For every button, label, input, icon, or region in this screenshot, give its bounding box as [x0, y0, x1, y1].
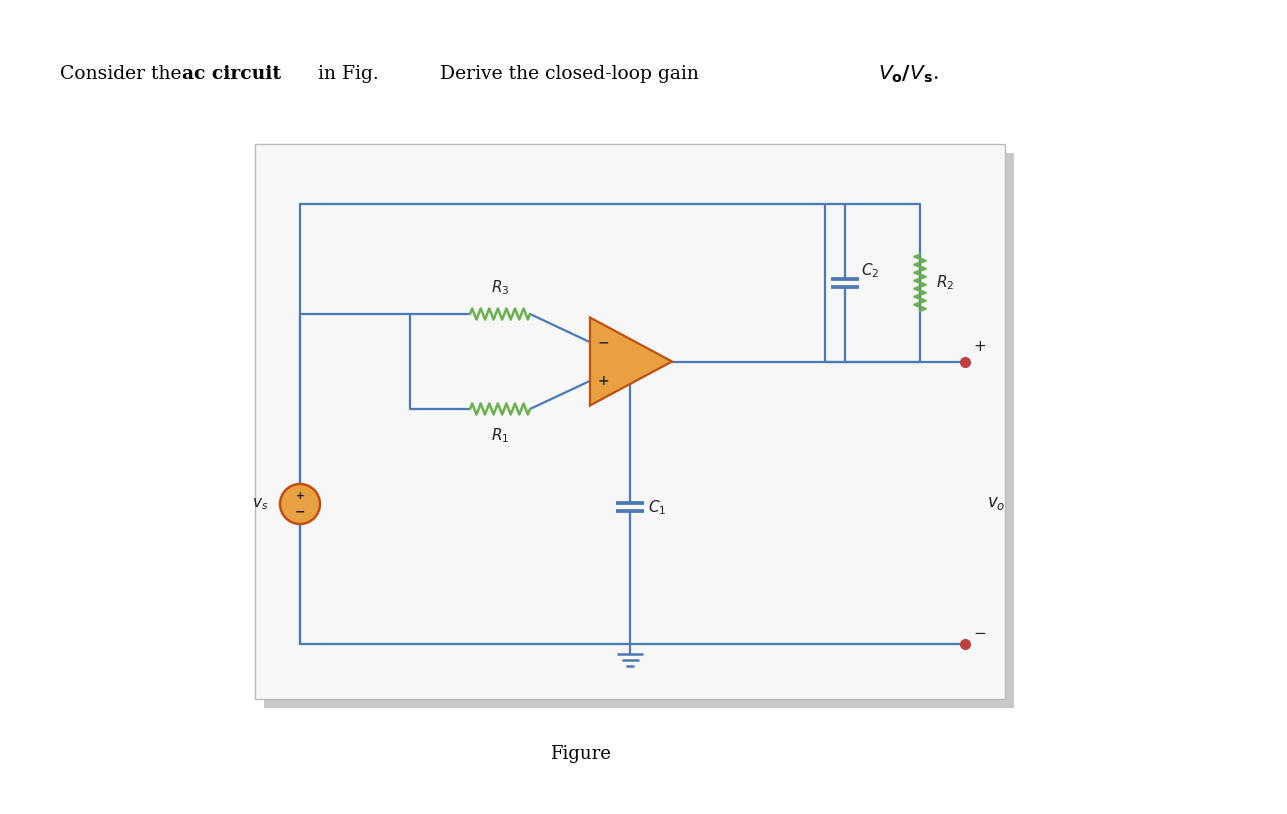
Text: $R_1$: $R_1$: [490, 426, 510, 444]
FancyBboxPatch shape: [255, 144, 1005, 699]
Text: in Fig.: in Fig.: [311, 65, 378, 83]
Circle shape: [281, 484, 320, 524]
Text: $R_3$: $R_3$: [490, 278, 510, 297]
Polygon shape: [589, 317, 672, 405]
Text: −: −: [295, 505, 305, 519]
Text: +: +: [973, 339, 986, 354]
Text: $R_2$: $R_2$: [936, 274, 954, 292]
Text: $C_1$: $C_1$: [647, 498, 667, 517]
Text: $\mathbf{\mathit{V}_o/\mathit{V}_s}$.: $\mathbf{\mathit{V}_o/\mathit{V}_s}$.: [878, 63, 938, 85]
Text: ac circuit: ac circuit: [181, 65, 281, 83]
Text: $v_s$: $v_s$: [252, 497, 268, 512]
Text: $C_2$: $C_2$: [861, 261, 879, 280]
Text: −: −: [597, 335, 609, 349]
Text: −: −: [973, 627, 986, 641]
Text: $v_o$: $v_o$: [987, 494, 1005, 512]
FancyBboxPatch shape: [264, 153, 1014, 708]
Text: Figure: Figure: [550, 745, 610, 763]
Text: Derive the closed-loop gain: Derive the closed-loop gain: [440, 65, 705, 83]
Text: +: +: [296, 492, 304, 501]
Text: +: +: [597, 374, 609, 387]
Text: Consider the: Consider the: [60, 65, 188, 83]
